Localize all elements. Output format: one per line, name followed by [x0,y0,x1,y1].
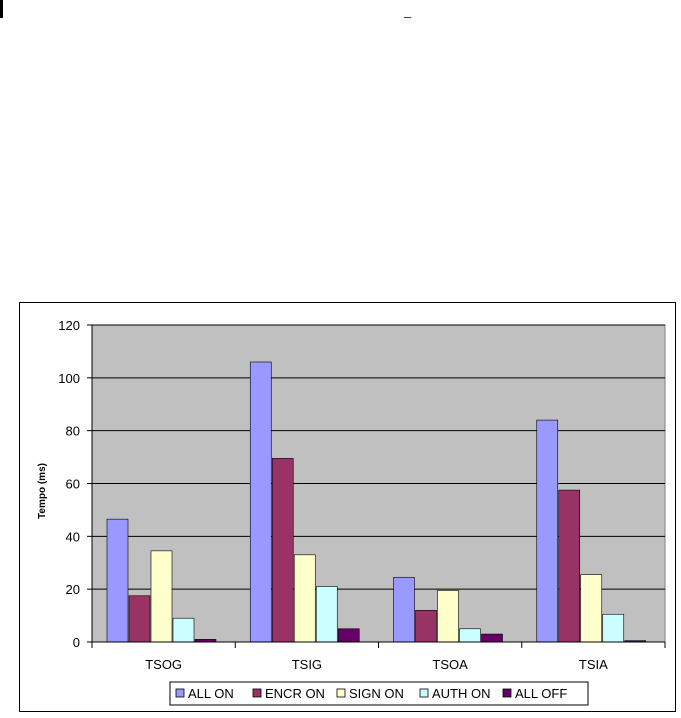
legend-swatch [502,688,512,698]
bar [393,576,415,643]
legend-label: AUTH ON [432,686,491,701]
legend-swatch [419,688,429,698]
bar [580,574,603,643]
y-tick-label: 0 [73,635,80,650]
bar [415,609,437,643]
x-tick-label: TSOG [145,657,182,672]
chart-frame: 0 20 40 60 80 100 120 TSOG TSIG TSOA TSIA Tempo (… [19,302,676,712]
legend-box [169,681,589,706]
legend: ALL ON ENCR ON SIGN ON AUTH ON ALL OFF [169,681,589,706]
chart: 0 20 40 60 80 100 120 TSOG TSIG TSOA TSIA Tempo (… [37,318,666,706]
bar [315,586,338,643]
legend-label: ALL OFF [515,686,567,701]
y-tick-label: 100 [58,371,80,386]
y-tick-label: 120 [58,318,80,333]
text-cursor-mark [0,0,3,18]
bar [249,361,272,643]
bar [481,633,503,643]
bar [337,628,360,643]
bar [106,518,129,643]
legend-swatch [175,688,185,698]
y-tick-label: 60 [66,477,80,492]
y-axis-title: Tempo (ms) [37,463,48,519]
y-tick-label: 20 [66,582,80,597]
x-tick-label: TSOA [432,657,468,672]
x-tick-label: TSIG [292,657,322,672]
red-underline-mark [404,17,411,18]
bar [459,628,481,643]
bar [558,489,581,643]
y-tick-label: 80 [66,424,80,439]
bar [437,590,459,643]
legend-swatch [252,688,262,698]
y-tick-labels: 0 20 40 60 80 100 120 [58,318,80,650]
bars [106,361,647,643]
legend-label: ENCR ON [265,686,325,701]
bar [150,550,173,643]
y-tick-label: 40 [66,529,80,544]
legend-label: SIGN ON [349,686,404,701]
bar [172,617,195,643]
bar [293,554,316,643]
bar [536,419,559,643]
legend-label: ALL ON [188,686,234,701]
x-tick-label: TSIA [579,657,608,672]
bar [128,595,151,643]
x-tick-labels: TSOG TSIG TSOA TSIA [91,642,666,672]
bar [602,613,625,643]
bar [271,458,294,643]
legend-swatch [336,688,346,698]
